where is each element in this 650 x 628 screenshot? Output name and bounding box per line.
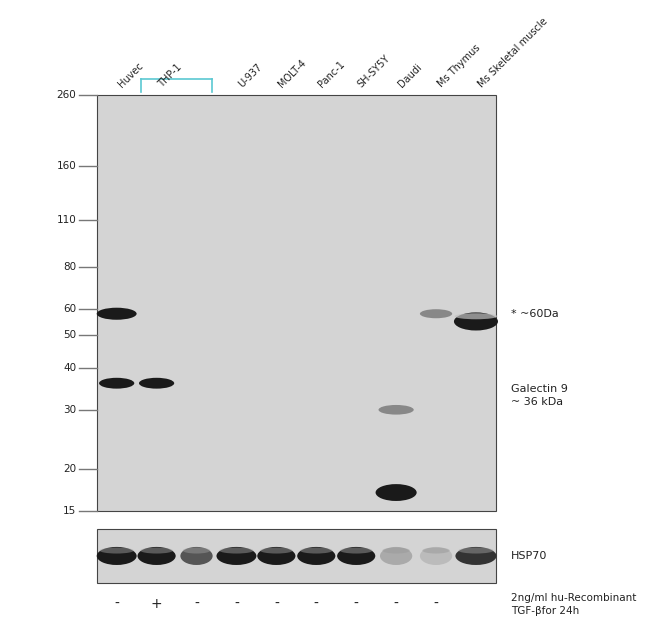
- Ellipse shape: [420, 309, 452, 318]
- Ellipse shape: [380, 547, 412, 565]
- Ellipse shape: [97, 308, 136, 320]
- Text: -: -: [274, 597, 279, 611]
- Text: HSP70: HSP70: [511, 551, 547, 561]
- Text: Panc-1: Panc-1: [317, 59, 346, 89]
- Text: -: -: [194, 597, 199, 611]
- Ellipse shape: [376, 484, 417, 501]
- Ellipse shape: [260, 548, 292, 553]
- Text: THP-1: THP-1: [157, 62, 184, 89]
- Text: 160: 160: [57, 161, 76, 171]
- Ellipse shape: [220, 548, 254, 553]
- FancyBboxPatch shape: [97, 529, 496, 583]
- Text: 20: 20: [63, 464, 76, 474]
- Ellipse shape: [99, 548, 134, 553]
- Ellipse shape: [297, 547, 335, 565]
- Ellipse shape: [420, 547, 452, 565]
- Text: 40: 40: [63, 363, 76, 373]
- Ellipse shape: [139, 378, 174, 389]
- Text: U-937: U-937: [237, 62, 264, 89]
- Ellipse shape: [458, 548, 493, 553]
- Ellipse shape: [183, 548, 210, 553]
- Text: 110: 110: [57, 215, 76, 225]
- Ellipse shape: [456, 547, 497, 565]
- Text: -: -: [354, 597, 359, 611]
- Ellipse shape: [140, 548, 173, 553]
- Ellipse shape: [454, 313, 497, 319]
- Ellipse shape: [99, 378, 135, 389]
- Ellipse shape: [138, 547, 176, 565]
- Ellipse shape: [422, 548, 450, 553]
- Text: Huvec: Huvec: [116, 60, 146, 89]
- Text: -: -: [394, 597, 398, 611]
- Ellipse shape: [180, 547, 213, 565]
- Ellipse shape: [257, 547, 296, 565]
- Text: Ms Skeletal muscle: Ms Skeletal muscle: [476, 16, 549, 89]
- Text: 260: 260: [57, 90, 76, 100]
- Text: * ~60Da: * ~60Da: [511, 309, 558, 319]
- Ellipse shape: [382, 548, 410, 553]
- Text: Ms Thymus: Ms Thymus: [436, 43, 482, 89]
- Text: 50: 50: [63, 330, 76, 340]
- Ellipse shape: [300, 548, 333, 553]
- Text: 2ng/ml hu-Recombinant
TGF-βfor 24h: 2ng/ml hu-Recombinant TGF-βfor 24h: [511, 593, 636, 615]
- Ellipse shape: [340, 548, 372, 553]
- Ellipse shape: [97, 547, 136, 565]
- Text: 30: 30: [63, 405, 76, 414]
- Text: 80: 80: [63, 262, 76, 272]
- FancyBboxPatch shape: [97, 95, 496, 511]
- Ellipse shape: [378, 405, 414, 414]
- Ellipse shape: [454, 313, 498, 330]
- Ellipse shape: [216, 547, 256, 565]
- Text: +: +: [151, 597, 162, 611]
- Text: Galectin 9
~ 36 kDa: Galectin 9 ~ 36 kDa: [511, 384, 567, 408]
- Ellipse shape: [337, 547, 375, 565]
- Text: MOLT-4: MOLT-4: [276, 57, 308, 89]
- Text: 60: 60: [63, 304, 76, 314]
- Text: 15: 15: [63, 506, 76, 516]
- Text: -: -: [314, 597, 318, 611]
- Text: -: -: [234, 597, 239, 611]
- Text: SH-SY5Y: SH-SY5Y: [356, 53, 393, 89]
- Text: Daudi: Daudi: [396, 62, 424, 89]
- Text: -: -: [434, 597, 439, 611]
- Text: -: -: [114, 597, 119, 611]
